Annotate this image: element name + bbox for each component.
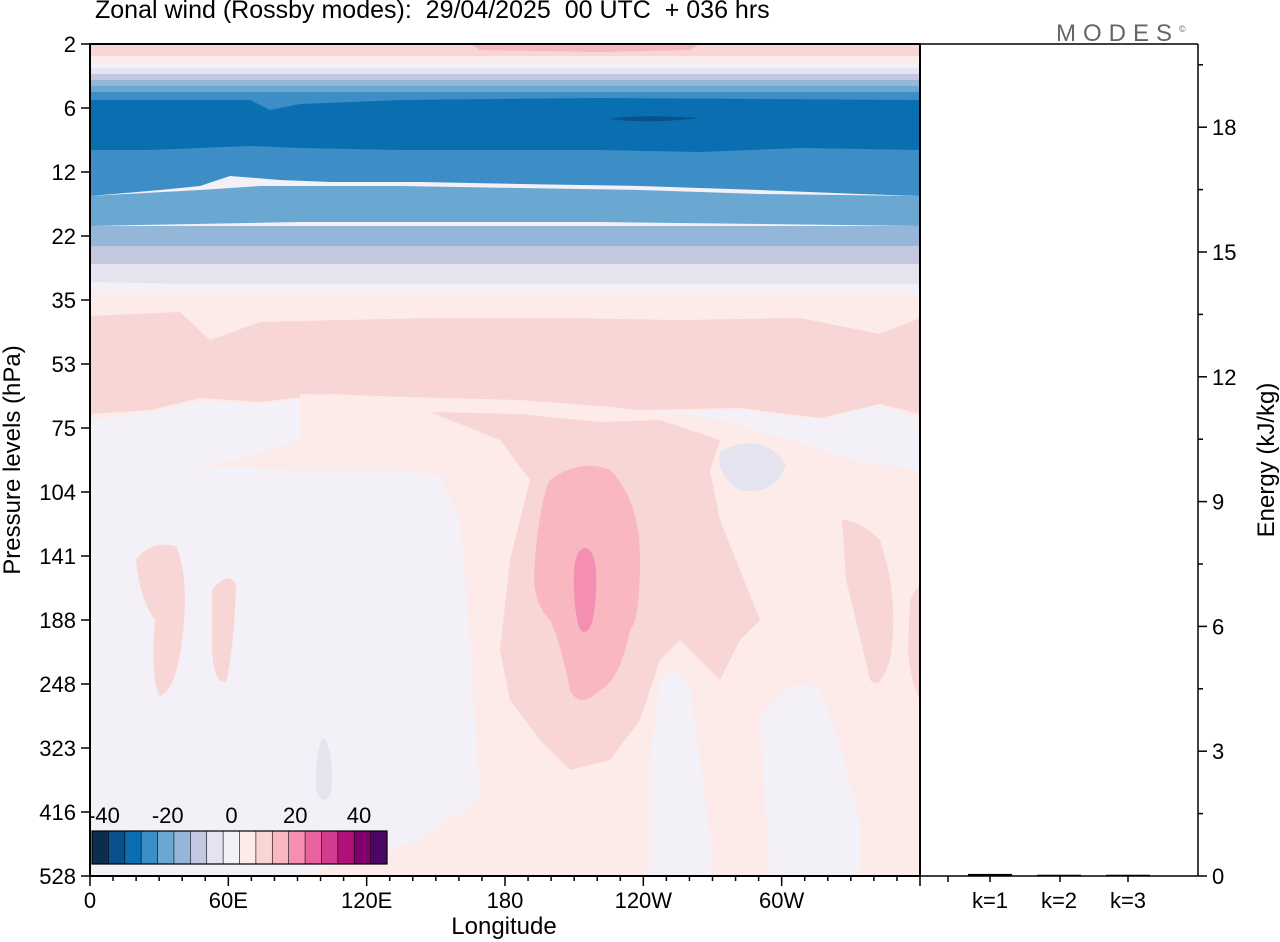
modes-logo-mark: © [1179,24,1186,34]
contour-near-zero-east [650,672,712,876]
contour-band-pos-top-core [470,44,700,52]
colorbar-label: 20 [283,803,307,828]
colorbar-label: -40 [88,803,120,828]
contour-band-white-top [90,62,920,68]
colorbar-swatch [108,831,126,864]
energy-axis: 0 3 6 9 12 15 18 [947,64,1236,889]
energy-tick-label: 12 [1212,365,1236,390]
x-axis: 0 60E 120E 180 120W 60W [84,876,921,913]
contour-negative-22hpa [90,186,920,226]
contour-positive-plume-core [573,548,597,632]
colorbar-label: -20 [152,803,184,828]
energy-bars: k=1 k=2 k=3 [968,873,1150,913]
colorbar-label: 40 [347,803,371,828]
colorbar: -40 -20 0 20 40 [88,803,388,865]
contour-negative-blob-low [316,738,333,800]
colorbar-label: 0 [225,803,237,828]
contour-positive-blob-east [842,520,894,684]
colorbar-swatch [239,831,257,864]
energy-tick-label: 18 [1212,115,1236,140]
contour-near-zero-east2 [760,684,860,876]
energy-tick-label: 15 [1212,240,1236,265]
contour-band-light-low [90,284,920,294]
contour-positive-blob-west2 [212,578,236,683]
colorbar-swatch [370,831,388,864]
y-tick-label: 53 [52,352,76,377]
x-tick-label: 120W [615,888,673,913]
colorbar-swatch [255,831,273,864]
y-tick-label: 104 [39,480,76,505]
y-tick-label: 12 [52,160,76,185]
y-tick-label: 141 [39,544,76,569]
energy-axis-title: Energy (kJ/kg) [1253,383,1280,538]
colorbar-swatch [305,831,322,864]
contour-band-94-low [90,226,920,246]
x-axis-title: Longitude [451,913,556,940]
energy-category-label: k=2 [1041,888,1077,913]
x-tick-label: 0 [84,888,96,913]
contour-positive-blob-west [136,544,185,696]
y-tick-label: 248 [39,672,76,697]
contour-band-e4-top [90,68,920,74]
contour-near-zero-west [90,466,480,876]
x-tick-label: 120E [341,888,392,913]
contour-field [90,44,920,876]
energy-tick-label: 3 [1212,739,1224,764]
energy-category-label: k=3 [1110,888,1146,913]
y-tick-label: 75 [52,416,76,441]
energy-category-label: k=1 [972,888,1008,913]
y-tick-label: 35 [52,288,76,313]
colorbar-swatch [354,831,372,864]
colorbar-swatch [173,831,191,864]
colorbar-swatch [124,831,142,864]
y-tick-label: 188 [39,608,76,633]
x-tick-label: 180 [487,888,524,913]
energy-tick-label: 0 [1212,864,1224,889]
x-tick-label: 60W [759,888,804,913]
colorbar-swatch [157,831,175,864]
contour-band-fdebea-top [90,56,920,62]
contour-band-c3-top [90,74,920,80]
y-axis: 2 6 12 22 35 53 75 104 141 188 248 323 416 528 [39,32,90,889]
contour-negative-jet-inner [608,116,700,122]
y-tick-label: 22 [52,224,76,249]
y-axis-title: Pressure levels (hPa) [0,345,26,574]
energy-tick-label: 9 [1212,490,1224,515]
energy-tick-label: 6 [1212,614,1224,639]
colorbar-swatch [206,831,224,864]
y-tick-label: 416 [39,800,76,825]
colorbar-swatch [190,831,208,864]
colorbar-swatch [288,831,306,864]
contour-band-6a-top [90,86,920,92]
chart-title: Zonal wind (Rossby modes): 29/04/2025 00… [95,0,770,24]
colorbar-swatch [321,831,339,864]
y-tick-label: 6 [64,96,76,121]
colorbar-swatch [337,831,355,864]
contour-near-zero-patch [719,443,786,491]
colorbar-swatch [223,831,240,864]
contour-negative-jet-core [90,98,920,152]
contour-band-e4-low [90,264,920,288]
contour-band-94-top [90,80,920,86]
energy-bar [1037,874,1081,877]
energy-bar [968,873,1012,876]
modes-logo: MODES© [1056,20,1186,48]
modes-logo-text: MODES [1056,20,1180,47]
y-tick-label: 2 [64,32,76,57]
contour-positive-blob-edge [908,586,920,700]
colorbar-swatch [92,831,109,864]
colorbar-swatch [141,831,159,864]
y-tick-label: 323 [39,736,76,761]
contour-positive-53-core [90,312,920,418]
contour-band-c3-low [90,246,920,264]
colorbar-swatch [272,831,290,864]
y-tick-label: 528 [39,864,76,889]
x-tick-label: 60E [209,888,248,913]
energy-bar [1106,874,1150,877]
